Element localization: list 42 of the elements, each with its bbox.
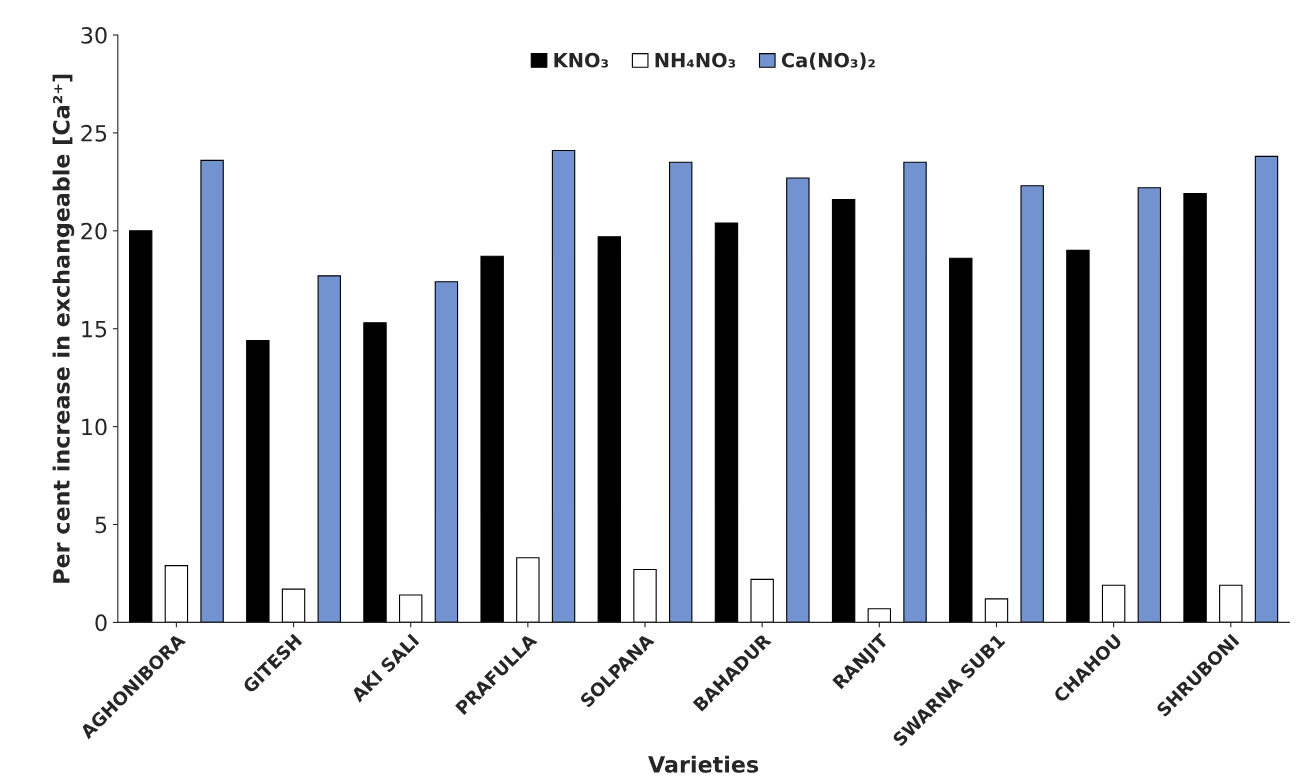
- x-axis-title: Varieties: [648, 755, 759, 773]
- bar: [1219, 584, 1243, 623]
- bar: [317, 275, 341, 623]
- bar: [1101, 584, 1126, 623]
- bar: [551, 149, 576, 623]
- bar: [1254, 155, 1279, 623]
- legend-label: KNO₃: [554, 52, 609, 68]
- bar: [164, 565, 189, 623]
- legend-label: NH₄NO₃: [655, 52, 736, 68]
- y-tick-label: 20: [81, 222, 107, 240]
- bar: [786, 177, 810, 623]
- bar: [480, 255, 504, 623]
- bar: [597, 236, 622, 623]
- y-tick-label: 5: [95, 516, 107, 534]
- bar: [1020, 185, 1044, 623]
- y-tick-label: 0: [95, 614, 107, 632]
- bar: [128, 230, 153, 623]
- bar: [398, 594, 423, 623]
- bar: [1137, 187, 1162, 623]
- bar: [714, 222, 739, 623]
- bar: [669, 161, 693, 623]
- bar: [633, 568, 657, 623]
- bar: [516, 557, 540, 623]
- bar: [281, 588, 306, 623]
- bar: [949, 257, 973, 623]
- y-tick-label: 15: [82, 320, 107, 338]
- bar: [246, 339, 270, 623]
- bar: [867, 608, 892, 623]
- bar: [903, 161, 927, 623]
- bar: [1066, 249, 1090, 623]
- bar: [434, 281, 459, 623]
- y-tick-label: 10: [82, 418, 107, 436]
- bar: [363, 322, 387, 623]
- bar: [831, 198, 856, 623]
- y-tick-label: 30: [81, 26, 107, 44]
- bar: [200, 159, 224, 623]
- y-axis-title: Per cent increase in exchangeable [Ca²⁺]: [52, 74, 75, 583]
- bar: [750, 578, 774, 623]
- bar: [1183, 193, 1207, 623]
- y-tick-label: 25: [81, 124, 107, 142]
- bar: [984, 598, 1009, 623]
- legend-label: Ca(NO₃)₂: [781, 52, 875, 70]
